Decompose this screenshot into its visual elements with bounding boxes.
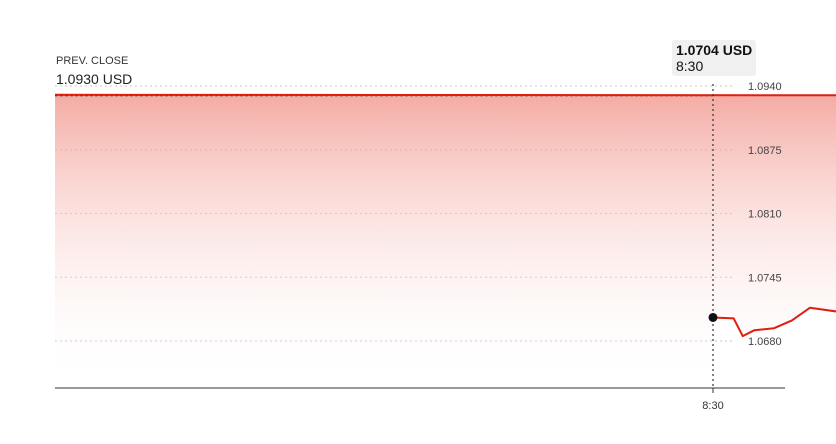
- price-area-fill: [55, 94, 836, 388]
- prev-close-label: PREV. CLOSE: [56, 55, 129, 67]
- current-point-marker[interactable]: [708, 312, 718, 322]
- tooltip-time: 8:30: [676, 58, 704, 74]
- y-tick-label: 1.0680: [748, 336, 782, 348]
- y-tick-label: 1.0810: [748, 209, 782, 221]
- x-tick-label: 8:30: [702, 400, 723, 412]
- y-tick-label: 1.0940: [748, 81, 782, 93]
- prev-close-value: 1.0930 USD: [56, 71, 133, 87]
- price-tooltip: 1.0704 USD 8:30: [672, 40, 757, 76]
- y-tick-label: 1.0745: [748, 272, 782, 284]
- tooltip-value: 1.0704 USD: [676, 42, 753, 58]
- y-tick-label: 1.0875: [748, 145, 782, 157]
